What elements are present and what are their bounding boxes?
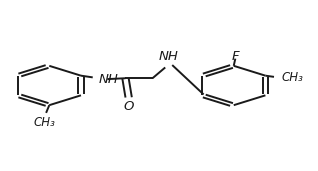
- Text: CH₃: CH₃: [34, 116, 55, 129]
- Text: O: O: [123, 100, 134, 113]
- Text: CH₃: CH₃: [281, 71, 303, 84]
- Text: NH: NH: [99, 73, 118, 86]
- Text: NH: NH: [158, 50, 178, 63]
- Text: F: F: [232, 50, 239, 63]
